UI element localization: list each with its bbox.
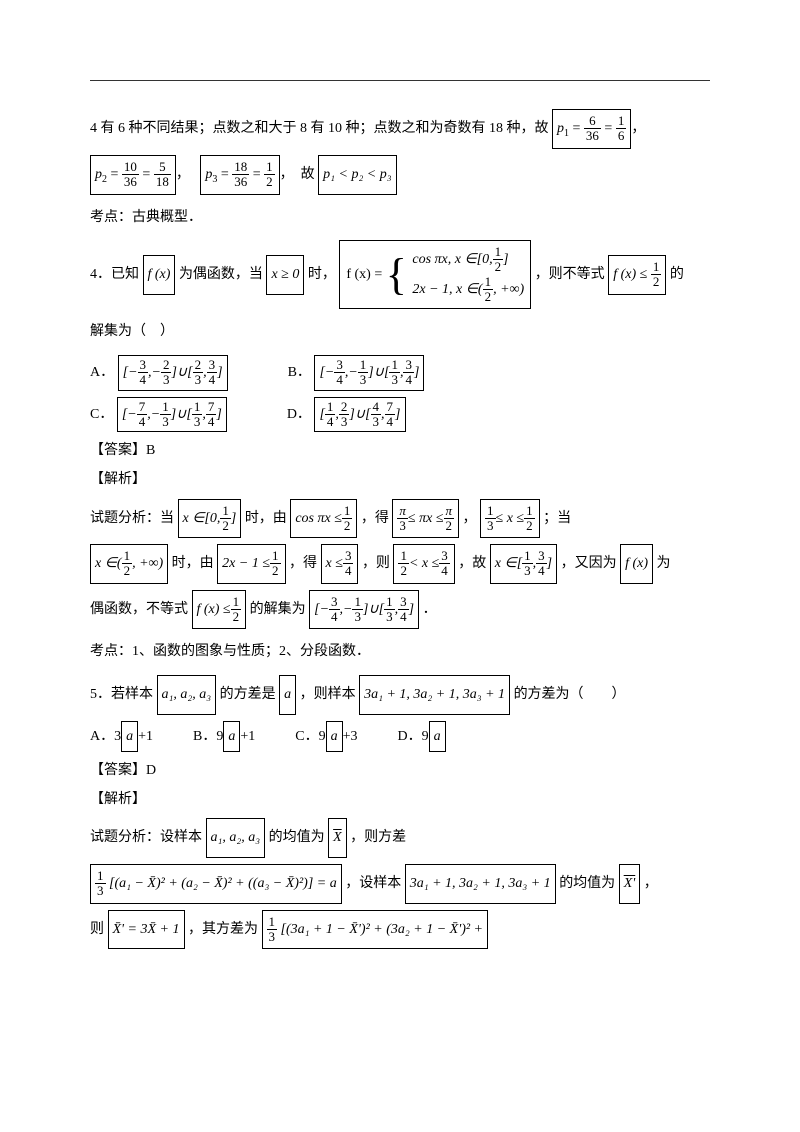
- boxed-xge0: x ≥ 0: [266, 255, 304, 295]
- q4-stem: 4．已知 f (x) 为偶函数，当 x ≥ 0 时， f (x) = { cos…: [90, 240, 710, 309]
- boxed-p3: p3 = 1836 = 12: [200, 155, 279, 195]
- jiexi-1: 【解析】: [90, 467, 710, 492]
- jiexi-2: 【解析】: [90, 787, 710, 812]
- q5-stem: 5．若样本 a₁, a₂, a₃ 的方差是 a ，则样本 3a₁ + 1, 3a…: [90, 675, 710, 715]
- analysis-2: x ∈(12, +∞) 时，由 2x − 1 ≤12 ，得 x ≤34 ，则 1…: [90, 544, 710, 584]
- q5-opt-b: B．9a+1: [193, 721, 255, 752]
- q5-opt-d: D．9a: [398, 721, 446, 752]
- top-rule: [90, 80, 710, 81]
- q5-opt-c: C．9a+3: [295, 721, 357, 752]
- q5-analysis-3: 则 X̄' = 3X̄ + 1 ，其方差为 13 [(3a₁ + 1 − X̄'…: [90, 910, 710, 950]
- q5-analysis-2: 13 [(a₁ − X̄)² + (a₂ − X̄)² + ((a₃ − X̄)…: [90, 864, 710, 904]
- q5-analysis-1: 试题分析：设样本 a₁, a₂, a₃ 的均值为 X ，则方差: [90, 818, 710, 858]
- q5-options: A．3a+1 B．9a+1 C．9a+3 D．9a: [90, 721, 710, 752]
- analysis-3: 偶函数，不等式 f (x) ≤12 的解集为 [−34,−13]∪[13,34]…: [90, 590, 710, 630]
- q4-stem2: 解集为（ ）: [90, 315, 710, 349]
- boxed-piecewise: f (x) = { cos πx, x ∈[0,12] 2x − 1, x ∈(…: [339, 240, 531, 309]
- kaodian-1: 考点：古典概型．: [90, 201, 710, 235]
- line-2: p2 = 1036 = 518 ， p3 = 1836 = 12 ， 故 p₁ …: [90, 155, 710, 195]
- boxed-fxle: f (x) ≤ 12: [608, 255, 666, 295]
- answer-b: 【答案】B: [90, 438, 710, 463]
- boxed-p2: p2 = 1036 = 518: [90, 155, 176, 195]
- answer-d: 【答案】D: [90, 758, 710, 783]
- boxed-p1: p1 = 636 = 16: [552, 109, 631, 149]
- boxed-ineq: p₁ < p₂ < p₃: [318, 155, 397, 195]
- option-c: C． [−74,−13]∪[13,74]: [90, 397, 227, 433]
- analysis-1: 试题分析：当 x ∈[0,12] 时，由 cos πx ≤12 ，得 π3≤ π…: [90, 499, 710, 539]
- q5-opt-a: A．3a+1: [90, 721, 153, 752]
- boxed-fx: f (x): [143, 255, 176, 295]
- options-cd: C． [−74,−13]∪[13,74] D． [14,23]∪[43,74]: [90, 397, 710, 433]
- kaodian-2: 考点：1、函数的图象与性质；2、分段函数．: [90, 635, 710, 669]
- option-a: A． [−34,−23]∪[23,34]: [90, 355, 228, 391]
- options-ab: A． [−34,−23]∪[23,34] B． [−34,−13]∪[13,34…: [90, 355, 710, 391]
- option-d: D． [14,23]∪[43,74]: [287, 397, 406, 433]
- text: 4 有 6 种不同结果；点数之和大于 8 有 10 种；点数之和为奇数有 18 …: [90, 121, 549, 136]
- text: ，: [631, 121, 645, 136]
- option-b: B． [−34,−13]∪[13,34]: [288, 355, 425, 391]
- line-1: 4 有 6 种不同结果；点数之和大于 8 有 10 种；点数之和为奇数有 18 …: [90, 109, 710, 149]
